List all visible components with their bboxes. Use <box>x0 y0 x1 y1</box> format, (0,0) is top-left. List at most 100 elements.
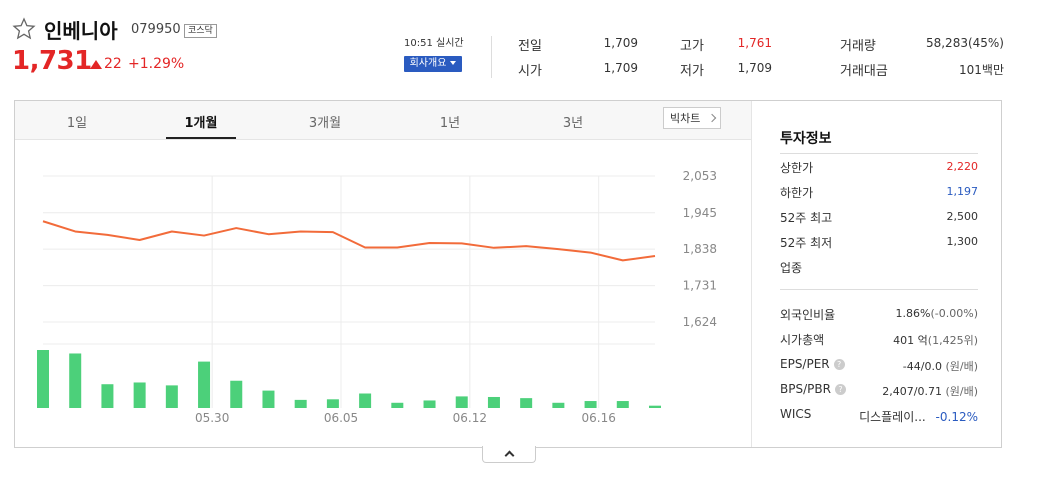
market-cap-rank: (1,425위) <box>927 334 978 347</box>
star-icon[interactable] <box>12 17 36 41</box>
change-rate: +1.29% <box>128 56 185 72</box>
help-icon[interactable]: ? <box>833 359 845 370</box>
invest-value-52w-low: 1,300 <box>946 235 979 248</box>
volume-bar <box>520 398 533 408</box>
invest-value-lower-limit: 1,197 <box>946 185 979 198</box>
quote-value-low: 1,709 <box>737 61 772 75</box>
invest-value-foreign-rate: 1.86%(-0.00%) <box>860 307 978 320</box>
tab-3month[interactable]: 3개월 <box>308 116 342 131</box>
big-chart-button[interactable]: 빅차트 <box>663 107 721 129</box>
quote-value-high: 1,761 <box>737 36 772 50</box>
volume-bar <box>198 361 211 408</box>
invest-label-wics: WICS <box>780 407 812 421</box>
volume-bar <box>455 396 468 408</box>
tab-1month[interactable]: 1개월 <box>184 116 218 131</box>
bps-pbr-value: 2,407/0.71 <box>882 385 942 398</box>
panel-divider <box>751 101 752 447</box>
volume-bar <box>649 405 661 408</box>
company-info-button[interactable]: 회사개요 <box>404 56 462 72</box>
help-icon[interactable]: ? <box>834 384 846 395</box>
price-tick-label: 1,838 <box>683 242 717 256</box>
price-volume-chart: 2,053 1,945 1,838 1,731 1,624 05.30 06.05 06.12… <box>37 169 717 425</box>
volume-bar <box>165 385 178 408</box>
volume-bar <box>487 396 500 408</box>
invest-label-52w-high: 52주 최고 <box>780 211 833 225</box>
change-amount: 22 <box>104 56 122 72</box>
collapse-button[interactable] <box>482 446 536 463</box>
volume-bar <box>101 384 114 408</box>
invest-label-52w-low: 52주 최저 <box>780 236 833 250</box>
chevron-up-icon <box>504 450 515 461</box>
invest-label-eps-per: EPS/PER? <box>780 357 845 371</box>
date-tick-label: 06.05 <box>324 411 358 425</box>
price-tick-label: 2,053 <box>683 169 717 183</box>
quote-label-trade-value: 거래대금 <box>840 64 888 79</box>
chevron-right-icon <box>707 113 717 123</box>
current-price: 1,731 <box>12 46 92 76</box>
invest-label-upper-limit: 상한가 <box>780 161 814 175</box>
eps-per-unit: (원/배) <box>945 360 978 373</box>
volume-bar <box>37 350 49 408</box>
foreign-rate-value: 1.86% <box>895 307 931 320</box>
market-badge: 코스닥 <box>184 24 217 38</box>
stock-code: 079950 <box>131 22 181 37</box>
volume-bar <box>230 380 243 408</box>
quote-value-open: 1,709 <box>603 61 638 75</box>
tab-3year[interactable]: 3년 <box>562 116 584 131</box>
realtime-label: 10:51 실시간 <box>404 38 464 49</box>
volume-bar <box>391 402 404 408</box>
market-cap-value: 401 억 <box>893 334 928 347</box>
volume-bar <box>262 390 275 408</box>
quote-value-prev-close: 1,709 <box>603 36 638 50</box>
date-tick-label: 05.30 <box>195 411 229 425</box>
invest-label-lower-limit: 하한가 <box>780 186 814 200</box>
invest-label-industry: 업종 <box>780 261 803 275</box>
caret-down-icon <box>450 61 457 65</box>
quote-label-volume: 거래량 <box>840 39 876 54</box>
active-tab-indicator <box>166 137 236 139</box>
up-arrow-icon <box>90 60 102 69</box>
tab-1day[interactable]: 1일 <box>66 116 88 131</box>
wics-change: -0.12% <box>935 410 978 424</box>
invest-value-52w-high: 2,500 <box>946 210 979 223</box>
volume-bar <box>616 401 629 408</box>
header-divider <box>491 36 492 78</box>
wics-industry[interactable]: 디스플레이... <box>859 410 926 424</box>
volume-bar <box>326 399 339 408</box>
tab-1year[interactable]: 1년 <box>439 116 461 131</box>
quote-label-open: 시가 <box>518 64 542 79</box>
date-tick-label: 06.12 <box>453 411 487 425</box>
eps-per-value: -44/0.0 <box>902 360 942 373</box>
invest-info-title: 투자정보 <box>780 131 832 147</box>
big-chart-label: 빅차트 <box>670 112 701 125</box>
company-info-label: 회사개요 <box>409 58 447 69</box>
volume-bar <box>584 401 597 408</box>
quote-value-volume: 58,283(45%) <box>925 36 1004 50</box>
invest-info-divider-2 <box>780 289 978 290</box>
eps-per-label-text: EPS/PER <box>780 357 830 371</box>
quote-label-high: 고가 <box>680 39 704 54</box>
date-tick-label: 06.16 <box>582 411 616 425</box>
foreign-rate-change: (-0.00%) <box>930 307 979 320</box>
price-tick-label: 1,731 <box>683 279 717 293</box>
volume-bar <box>552 402 565 408</box>
invest-value-bps-pbr: 2,407/0.71 (원/배) <box>860 383 978 399</box>
invest-value-market-cap: 401 억(1,425위) <box>860 332 978 348</box>
bps-pbr-label-text: BPS/PBR <box>780 382 831 396</box>
invest-value-upper-limit: 2,220 <box>946 160 979 173</box>
quote-label-low: 저가 <box>680 64 704 79</box>
quote-label-prev-close: 전일 <box>518 39 542 54</box>
invest-value-wics[interactable]: 디스플레이... -0.12% <box>850 408 978 425</box>
price-line <box>42 220 656 262</box>
volume-bar <box>294 399 307 408</box>
bps-pbr-unit: (원/배) <box>945 385 978 398</box>
invest-value-eps-per: -44/0.0 (원/배) <box>860 358 978 374</box>
stock-name: 인베니아 <box>44 19 118 43</box>
quote-value-trade-value: 101백만 <box>959 63 1004 77</box>
volume-bar <box>133 382 146 408</box>
volume-bar <box>423 400 436 408</box>
invest-label-bps-pbr: BPS/PBR? <box>780 382 846 396</box>
invest-info-divider <box>780 153 978 154</box>
period-tab-bar <box>15 101 752 140</box>
invest-label-market-cap: 시가총액 <box>780 333 825 347</box>
